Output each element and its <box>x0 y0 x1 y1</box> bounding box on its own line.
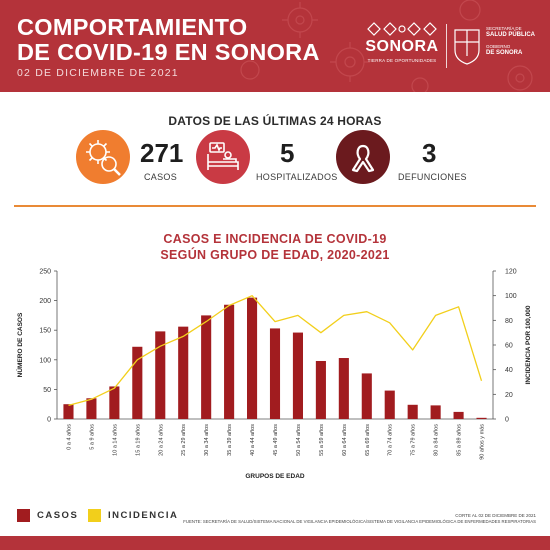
hospital-bed-icon <box>207 142 239 170</box>
x-category-label: 55 a 59 años <box>319 424 325 456</box>
bar-casos <box>384 390 395 419</box>
bar-casos <box>224 304 235 419</box>
source-note: FUENTE: SECRETARÍA DE SALUD/SISTEMA NACI… <box>183 519 536 524</box>
bar-casos <box>453 411 464 419</box>
y-right-tick-label: 20 <box>505 392 513 399</box>
bar-casos <box>315 360 326 419</box>
x-category-label: 65 a 69 años <box>365 424 371 456</box>
x-category-label: 75 a 79 años <box>411 424 417 456</box>
sonora-logo-tagline: TIERRA DE OPORTUNIDADES <box>367 58 437 63</box>
salud-line2: SALUD PÚBLICA <box>486 32 535 38</box>
bar-casos <box>247 297 258 419</box>
sonora-emblem-icon <box>367 22 437 36</box>
x-category-label: 15 a 19 años <box>135 424 141 456</box>
bar-casos <box>178 326 189 419</box>
y-left-tick-label: 100 <box>39 357 51 364</box>
bar-casos <box>430 405 441 419</box>
y-left-tick-label: 250 <box>39 269 51 276</box>
legend-swatch-incidencia <box>88 509 101 522</box>
legend-label-casos: CASOS <box>37 510 79 521</box>
bar-casos <box>201 315 212 419</box>
y-left-tick-label: 200 <box>39 298 51 305</box>
y-right-tick-label: 60 <box>505 343 513 350</box>
chart-title-line2: SEGÚN GRUPO DE EDAD, 2020-2021 <box>160 248 390 262</box>
bar-casos <box>338 358 349 419</box>
section-separator <box>14 205 536 207</box>
state-seal-icon <box>454 29 480 65</box>
x-category-label: 25 a 29 años <box>181 424 187 456</box>
x-category-label: 80 a 84 años <box>434 424 440 456</box>
salud-line4: DE SONORA <box>486 50 523 56</box>
cases-incidence-chart: 0 50 100 150 200 250 0 20 40 60 80 100 120 0 a 4 años… <box>15 269 532 481</box>
y-right-tick-label: 80 <box>505 318 513 325</box>
footer-bar <box>0 536 550 550</box>
defunciones-value: 3 <box>422 138 437 168</box>
y-left-tick-label: 50 <box>43 387 51 394</box>
legend-label-incidencia: INCIDENCIA <box>108 510 179 521</box>
y-right-tick-label: 120 <box>505 269 517 276</box>
x-category-label: 45 a 49 años <box>273 424 279 456</box>
chart-title-line1: CASOS E INCIDENCIA DE COVID-19 <box>163 232 387 246</box>
y-right-tick-label: 40 <box>505 367 513 374</box>
casos-value: 271 <box>140 138 184 168</box>
y-left-tick-label: 150 <box>39 328 51 335</box>
salud-publica-logo: SECRETARÍA DE SALUD PÚBLICA GOBIERNO DE … <box>452 24 540 68</box>
x-category-label: 85 a 89 años <box>457 424 463 456</box>
x-category-label: 90 años y más <box>480 424 486 460</box>
bar-casos <box>361 373 372 419</box>
bar-casos <box>86 398 97 419</box>
bar-casos <box>407 404 418 419</box>
casos-badge <box>76 130 130 184</box>
x-category-label: 10 a 14 años <box>112 424 118 456</box>
virus-pattern-decoration <box>240 0 533 92</box>
page-title-line2: DE COVID-19 EN SONORA <box>17 39 320 65</box>
x-category-label: 50 a 54 años <box>296 424 302 456</box>
x-category-label: 35 a 39 años <box>227 424 233 456</box>
y-right-tick-label: 0 <box>505 417 509 424</box>
y-left-tick-label: 0 <box>47 417 51 424</box>
x-category-label: 5 a 9 años <box>89 424 95 450</box>
x-category-label: 20 a 24 años <box>158 424 164 456</box>
line-incidencia <box>68 295 483 407</box>
bar-casos <box>132 346 143 419</box>
y-axis-left-title: NÚMERO DE CASOS <box>15 312 24 377</box>
hospitalizados-value: 5 <box>280 138 295 168</box>
sonora-logo-word: SONORA <box>365 38 439 55</box>
x-category-label: 40 a 44 años <box>250 424 256 456</box>
cutoff-note: CORTE AL 02 DE DICIEMBRE DE 2021 <box>455 513 536 518</box>
defunciones-badge <box>336 130 390 184</box>
summary-title: DATOS DE LAS ÚLTIMAS 24 HORAS <box>168 114 382 128</box>
salud-line3: GOBIERNO <box>486 44 511 49</box>
x-axis-title: GRUPOS DE EDAD <box>245 473 305 480</box>
page-title-line1: COMPORTAMIENTO <box>17 14 248 40</box>
x-category-label: 0 a 4 años <box>66 424 72 450</box>
hospitalizados-badge <box>196 130 250 184</box>
sonora-logo: SONORA TIERRA DE OPORTUNIDADES <box>362 20 442 74</box>
x-category-label: 70 a 74 años <box>388 424 394 456</box>
salud-line1: SECRETARÍA DE <box>486 26 522 31</box>
report-date: 02 DE DICIEMBRE DE 2021 <box>17 67 179 79</box>
defunciones-label: DEFUNCIONES <box>398 172 467 182</box>
legend-swatch-casos <box>17 509 30 522</box>
casos-label: CASOS <box>144 172 178 182</box>
header-banner: COMPORTAMIENTO DE COVID-19 EN SONORA 02 … <box>0 0 550 92</box>
bar-casos <box>269 328 281 419</box>
x-category-label: 60 a 64 años <box>342 424 348 456</box>
virus-magnifier-icon <box>86 140 121 176</box>
x-category-label: 30 a 34 años <box>204 424 210 456</box>
y-axis-right-title: INCIDENCIA POR 100,000 <box>525 305 532 384</box>
bar-casos <box>109 386 120 419</box>
y-right-tick-label: 100 <box>505 293 517 300</box>
ribbon-icon <box>351 144 375 173</box>
bar-casos <box>63 404 74 419</box>
bar-casos <box>476 417 487 419</box>
logo-divider <box>446 24 447 68</box>
bar-casos <box>155 331 166 419</box>
hospitalizados-label: HOSPITALIZADOS <box>256 172 338 182</box>
bar-casos <box>292 332 303 419</box>
